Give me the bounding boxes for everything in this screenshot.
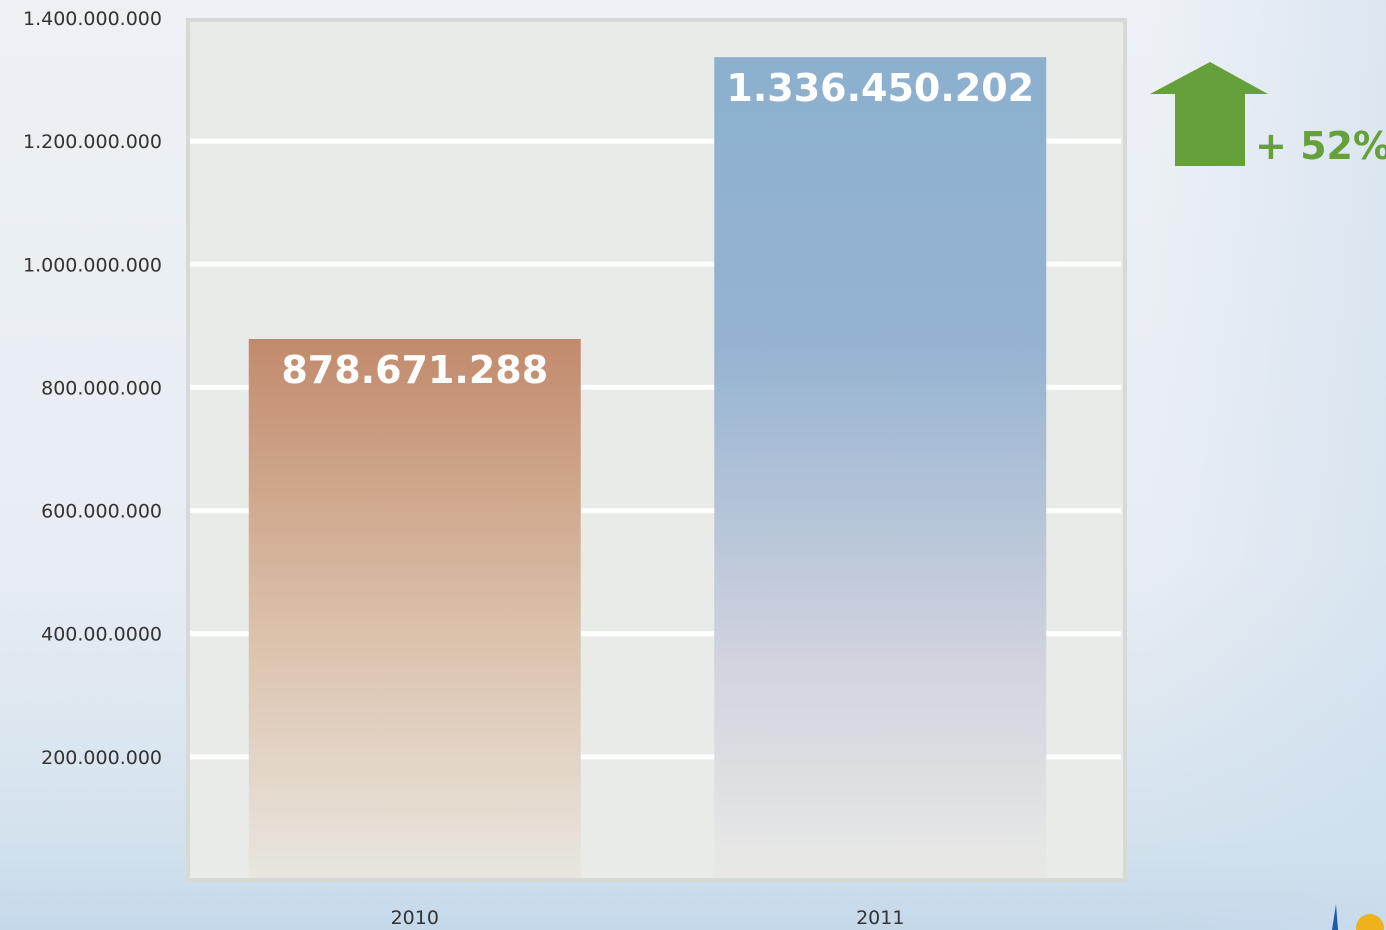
- y-tick-label: 1.400.000.000: [23, 8, 162, 30]
- x-tick-label: 2011: [856, 907, 904, 929]
- bar-2010: [248, 338, 581, 879]
- y-tick-label: 400.00.0000: [41, 624, 162, 646]
- x-tick-label: 2010: [391, 907, 439, 929]
- growth-percent-label: + 52%: [1255, 124, 1386, 168]
- y-tick-label: 200.000.000: [41, 747, 162, 769]
- y-tick-label: 1.000.000.000: [23, 254, 162, 276]
- up-arrow-icon: [1150, 62, 1268, 166]
- y-tick-label: 1.200.000.000: [23, 131, 162, 153]
- y-tick-label: 600.000.000: [41, 501, 162, 523]
- bar-value-label: 878.671.288: [281, 348, 548, 392]
- y-tick-label: 800.000.000: [41, 377, 162, 399]
- bar-2011: [714, 57, 1047, 878]
- bar-value-label: 1.336.450.202: [726, 66, 1034, 110]
- logo-mark: [1332, 904, 1384, 930]
